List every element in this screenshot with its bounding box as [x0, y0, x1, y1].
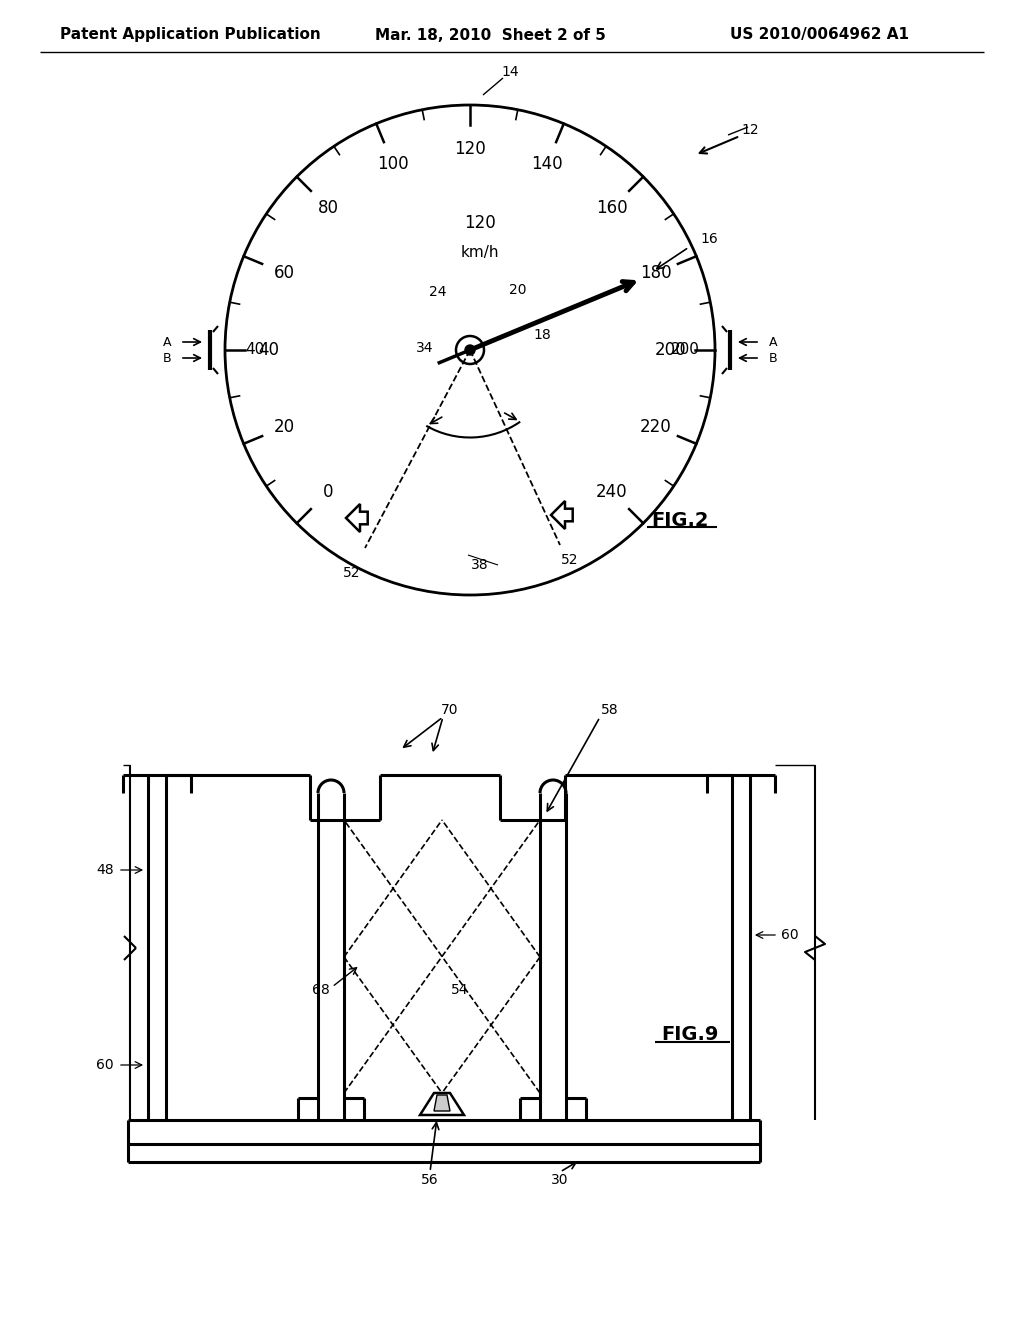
Text: 54: 54: [452, 983, 469, 997]
Text: 52: 52: [561, 553, 579, 568]
Text: 34: 34: [416, 341, 434, 355]
Text: 38: 38: [471, 558, 488, 572]
Text: 200: 200: [655, 341, 687, 359]
Text: 100: 100: [377, 156, 409, 173]
Text: 140: 140: [531, 156, 563, 173]
Text: 120: 120: [454, 140, 485, 158]
Text: 240: 240: [596, 483, 628, 502]
Text: B: B: [163, 351, 171, 364]
Text: 18: 18: [534, 327, 551, 342]
Text: 30: 30: [551, 1173, 568, 1187]
Text: 70: 70: [441, 704, 459, 717]
Text: 60: 60: [273, 264, 295, 282]
Text: Mar. 18, 2010  Sheet 2 of 5: Mar. 18, 2010 Sheet 2 of 5: [375, 28, 605, 42]
Text: 20: 20: [509, 282, 526, 297]
Text: Patent Application Publication: Patent Application Publication: [59, 28, 321, 42]
Text: 24: 24: [429, 285, 446, 300]
Text: km/h: km/h: [461, 244, 500, 260]
Text: FIG.9: FIG.9: [662, 1026, 719, 1044]
Text: 56: 56: [421, 1173, 439, 1187]
Text: 0: 0: [323, 483, 333, 502]
Text: 220: 220: [640, 418, 672, 436]
Text: 80: 80: [317, 199, 339, 216]
Text: FIG.2: FIG.2: [651, 511, 709, 529]
Text: 68: 68: [312, 983, 330, 997]
Text: A: A: [769, 335, 777, 348]
Text: 60: 60: [96, 1059, 114, 1072]
Text: 52: 52: [343, 566, 360, 579]
Text: A: A: [163, 335, 171, 348]
Circle shape: [465, 345, 475, 355]
Text: US 2010/0064962 A1: US 2010/0064962 A1: [730, 28, 909, 42]
Text: 200: 200: [671, 342, 699, 358]
Text: 180: 180: [640, 264, 672, 282]
Text: 48: 48: [96, 863, 114, 876]
Polygon shape: [434, 1096, 450, 1111]
Text: 40: 40: [246, 342, 264, 358]
Text: 160: 160: [596, 199, 628, 216]
Text: 14: 14: [501, 65, 519, 79]
Text: 120: 120: [464, 214, 496, 231]
Text: 58: 58: [601, 704, 618, 717]
Text: 40: 40: [259, 341, 280, 359]
Text: 16: 16: [700, 232, 719, 247]
Text: 12: 12: [741, 123, 759, 137]
Text: B: B: [769, 351, 777, 364]
Text: 60: 60: [781, 928, 799, 942]
Text: 20: 20: [273, 418, 295, 436]
